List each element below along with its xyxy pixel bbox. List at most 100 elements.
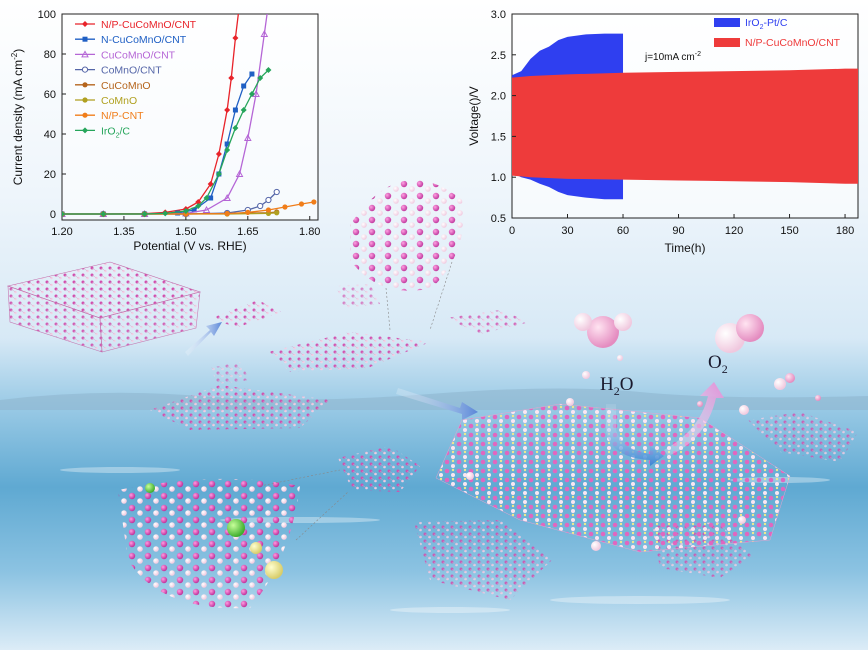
lsv-legend-item: N-CuCoMnO/CNT bbox=[75, 34, 187, 46]
stability-legend-label: IrO2-Pt/C bbox=[745, 17, 788, 31]
lsv-x-axis-label: Potential (V vs. RHE) bbox=[133, 239, 246, 253]
lsv-data-point bbox=[100, 211, 107, 217]
lsv-legend-item: IrO2/C bbox=[75, 125, 130, 139]
lsv-data-point bbox=[265, 207, 272, 213]
water-molecule-icon bbox=[574, 313, 632, 348]
lsv-legend-label: CuCoMnO bbox=[101, 80, 151, 92]
lsv-series-7 bbox=[62, 67, 272, 217]
lsv-y-tick-label: 100 bbox=[38, 9, 56, 21]
lsv-data-point bbox=[224, 107, 231, 113]
stability-y-tick-label: 3.0 bbox=[491, 9, 506, 21]
nanosheets bbox=[150, 284, 858, 600]
reaction-arrow-out bbox=[664, 382, 724, 456]
exfoliation-arrow bbox=[185, 322, 222, 356]
lsv-y-tick-label: 0 bbox=[50, 209, 56, 221]
reaction-arrow-in bbox=[606, 404, 664, 466]
lsv-legend-item: CoMnO bbox=[75, 95, 137, 107]
lsv-x-tick-label: 1.80 bbox=[299, 226, 320, 238]
lsv-data-point bbox=[141, 211, 148, 217]
water-label: H2O bbox=[600, 374, 633, 398]
lsv-data-point bbox=[311, 199, 317, 205]
lsv-data-point bbox=[207, 181, 214, 187]
lsv-legend-marker bbox=[82, 36, 88, 42]
lsv-legend-marker bbox=[82, 97, 88, 103]
lsv-data-point bbox=[240, 107, 247, 113]
lsv-y-tick-label: 60 bbox=[44, 89, 56, 101]
lsv-data-point bbox=[224, 147, 231, 153]
stability-legend-item: N/P-CuCoMnO/CNT bbox=[714, 37, 841, 49]
lsv-data-point bbox=[260, 29, 269, 37]
lsv-data-point bbox=[298, 201, 305, 207]
lsv-plot-area bbox=[61, 13, 319, 221]
lsv-legend-item: CuCoMnO/CNT bbox=[75, 49, 176, 61]
stability-y-tick-label: 2.5 bbox=[491, 50, 506, 62]
stability-legend-item: IrO2-Pt/C bbox=[714, 17, 788, 31]
lsv-series-line bbox=[62, 69, 269, 215]
lsv-legend-item: N/P-CuCoMnO/CNT bbox=[75, 19, 197, 31]
lsv-data-point bbox=[282, 204, 288, 210]
lsv-data-point bbox=[257, 75, 264, 81]
lsv-legend-marker bbox=[82, 112, 88, 118]
stability-x-tick-label: 0 bbox=[509, 225, 515, 237]
lsv-y-axis-label: Current density (mA cm-2) bbox=[10, 49, 25, 186]
lsv-data-point bbox=[202, 205, 211, 213]
lsv-data-point bbox=[191, 207, 197, 213]
lsv-data-point bbox=[232, 107, 238, 113]
lsv-data-point bbox=[235, 169, 244, 177]
lsv-data-point bbox=[265, 1, 271, 7]
stability-x-tick-label: 90 bbox=[672, 225, 684, 237]
lsv-x-tick-label: 1.65 bbox=[237, 226, 258, 238]
lsv-data-point bbox=[228, 75, 235, 81]
stability-y-axis-label: Voltage()/V bbox=[467, 86, 481, 145]
lsv-y-tick-label: 20 bbox=[44, 169, 56, 181]
lsv-legend-label: N/P-CuCoMnO/CNT bbox=[101, 19, 197, 31]
zoom-inset-top bbox=[350, 180, 464, 331]
stability-y-tick-label: 0.5 bbox=[491, 213, 506, 225]
stability-x-tick-label: 60 bbox=[617, 225, 629, 237]
lsv-data-point bbox=[195, 199, 202, 205]
current-density-annotation: j=10mA cm-2 bbox=[644, 51, 701, 63]
lsv-legend-label: CoMnO bbox=[101, 95, 137, 107]
stability-chart: 0 30 60 90 120 150 180 0.5 1.0 1.5 2.0 2.5 3.0 IrO2-… bbox=[467, 9, 859, 255]
lsv-data-point bbox=[265, 67, 272, 73]
lsv-data-point bbox=[232, 125, 239, 131]
lsv-x-tick-label: 1.20 bbox=[51, 226, 72, 238]
lsv-legend-item: CuCoMnO bbox=[75, 80, 151, 92]
lsv-legend-label: N/P-CNT bbox=[101, 110, 144, 122]
stability-y-tick-label: 1.5 bbox=[491, 131, 506, 143]
stability-legend-swatch bbox=[714, 38, 740, 47]
lsv-legend-label: CoMnO/CNT bbox=[101, 65, 162, 77]
lsv-data-point bbox=[62, 211, 65, 217]
stability-legend-swatch bbox=[714, 18, 740, 27]
lsv-data-point bbox=[215, 151, 222, 157]
oxygen-molecule-icon bbox=[715, 314, 764, 353]
lsv-legend-label: CuCoMnO/CNT bbox=[101, 49, 176, 61]
lsv-data-point bbox=[208, 195, 214, 201]
lsv-data-point bbox=[223, 193, 232, 201]
lsv-legend-marker bbox=[81, 66, 89, 73]
lsv-data-point bbox=[248, 91, 255, 97]
zoom-inset-bottom bbox=[118, 469, 349, 609]
lsv-data-point bbox=[224, 141, 230, 147]
bulk-crystal-cube bbox=[6, 261, 202, 353]
lsv-x-tick-label: 1.35 bbox=[113, 226, 134, 238]
lsv-legend-marker bbox=[82, 82, 88, 88]
lsv-legend-label: IrO2/C bbox=[101, 125, 130, 139]
lsv-data-point bbox=[243, 133, 252, 141]
lsv-data-point bbox=[237, 1, 243, 7]
lsv-data-point bbox=[257, 202, 264, 210]
lsv-data-point bbox=[273, 188, 280, 196]
lsv-data-point bbox=[232, 35, 239, 41]
stability-x-tick-label: 120 bbox=[725, 225, 743, 237]
lsv-data-point bbox=[203, 195, 210, 201]
stability-legend-label: N/P-CuCoMnO/CNT bbox=[745, 37, 841, 49]
lsv-x-tick-label: 1.50 bbox=[175, 226, 196, 238]
lsv-data-point bbox=[162, 210, 169, 217]
lsv-data-point bbox=[182, 208, 189, 214]
stability-y-tick-label: 2.0 bbox=[491, 91, 506, 103]
bubbles bbox=[466, 355, 821, 551]
stability-y-tick-label: 1.0 bbox=[491, 172, 506, 184]
lsv-data-point bbox=[249, 71, 255, 77]
process-arrow bbox=[396, 388, 478, 420]
lsv-polarization-chart: 1.20 1.35 1.50 1.65 1.80 0 20 40 60 80 100 N/P-CuC… bbox=[10, 1, 320, 253]
